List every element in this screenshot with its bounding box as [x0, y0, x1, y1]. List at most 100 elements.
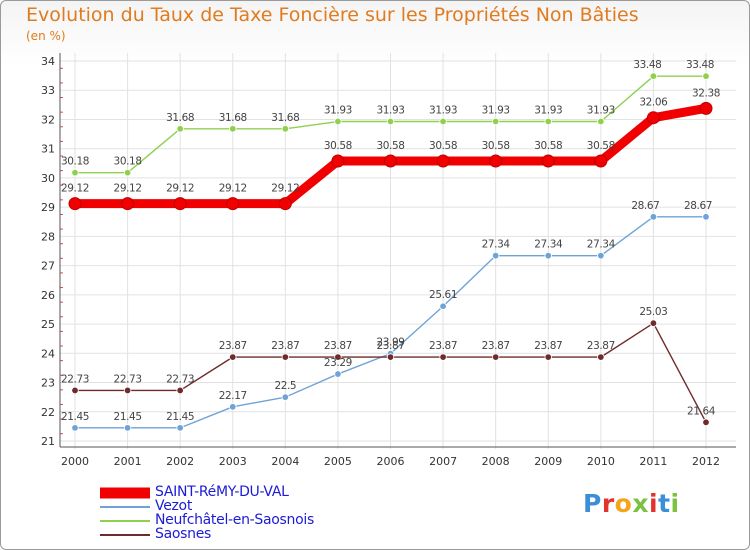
- data-point: [71, 386, 79, 395]
- logo-letter: P: [583, 489, 602, 518]
- data-point: [334, 117, 342, 126]
- data-label: 31.93: [324, 105, 352, 117]
- y-tick-label: 28: [41, 230, 55, 243]
- data-point: [229, 125, 237, 133]
- data-label-layer: 30.18 30.18 31.68 31.68 31.68 31.93 31.93 31.93…: [61, 59, 720, 423]
- data-label: 29.12: [166, 183, 194, 195]
- data-point: [229, 403, 237, 411]
- data-label: 25.61: [429, 289, 457, 301]
- data-point: [544, 353, 552, 361]
- data-point: [646, 111, 660, 125]
- data-label: 21.45: [166, 411, 194, 423]
- data-label: 30.58: [534, 140, 562, 152]
- legend-label: SAINT-RéMY-DU-VAL: [155, 484, 289, 500]
- x-tick-label: 2009: [534, 455, 562, 468]
- data-label: 29.12: [271, 183, 299, 195]
- data-point: [334, 370, 342, 378]
- data-label: 21.45: [61, 411, 89, 423]
- data-point: [439, 353, 447, 361]
- data-label: 22.5: [274, 380, 296, 392]
- data-label: 23.87: [429, 340, 457, 352]
- data-label: 30.18: [61, 156, 89, 168]
- data-point: [594, 154, 608, 168]
- data-point: [384, 154, 397, 168]
- x-tick-label: 2003: [219, 455, 247, 468]
- data-point: [491, 117, 500, 126]
- data-label: 23.87: [376, 340, 404, 352]
- chart-title: Evolution du Taux de Taxe Foncière sur l…: [26, 4, 639, 26]
- data-label: 30.58: [587, 140, 615, 152]
- data-point: [541, 154, 555, 168]
- data-point: [439, 302, 447, 310]
- x-tick-label: 2004: [271, 455, 299, 468]
- logo-letter: r: [601, 489, 615, 518]
- data-label: 23.87: [324, 340, 352, 352]
- data-label: 22.73: [61, 373, 89, 385]
- data-point: [491, 353, 500, 361]
- data-point: [597, 117, 605, 126]
- x-tick-label: 2012: [692, 455, 720, 468]
- data-label: 28.67: [631, 200, 659, 212]
- y-tick-label: 30: [41, 172, 55, 185]
- legend-swatch: [100, 487, 150, 499]
- data-point: [123, 386, 132, 395]
- data-label: 31.93: [482, 105, 510, 117]
- data-point: [123, 424, 132, 432]
- y-tick-label: 23: [41, 377, 55, 390]
- data-label: 33.48: [633, 59, 661, 71]
- data-point: [121, 197, 135, 211]
- data-label: 30.58: [482, 140, 510, 152]
- data-label: 27.34: [587, 239, 616, 251]
- data-point: [173, 197, 187, 211]
- data-point: [278, 197, 292, 211]
- data-label: 25.03: [639, 306, 667, 318]
- data-point: [281, 353, 290, 361]
- series-layer: [68, 72, 713, 432]
- data-point: [176, 386, 184, 395]
- legend-label: Vezot: [155, 498, 193, 514]
- logo-letter: o: [614, 489, 633, 518]
- data-label: 27.34: [482, 239, 511, 251]
- data-label: 27.34: [534, 239, 563, 251]
- y-tick-label: 26: [41, 289, 55, 302]
- logo-letter: t: [658, 489, 671, 518]
- data-label: 30.58: [324, 140, 352, 152]
- y-tick-label: 24: [41, 347, 55, 360]
- data-label: 28.67: [684, 200, 712, 212]
- x-tick-label: 2010: [587, 455, 615, 468]
- data-point: [699, 101, 713, 115]
- data-point: [702, 72, 710, 80]
- data-point: [649, 319, 658, 327]
- y-tick-label: 31: [41, 143, 55, 156]
- data-point: [597, 353, 605, 361]
- data-point: [281, 393, 290, 401]
- data-point: [123, 168, 132, 177]
- data-point: [702, 418, 710, 426]
- data-point: [544, 117, 552, 126]
- logo-letter: i: [649, 489, 659, 518]
- data-label: 30.58: [376, 140, 404, 152]
- data-point: [71, 424, 79, 432]
- data-point: [226, 197, 240, 211]
- x-tick-label: 2000: [61, 455, 89, 468]
- y-tick-label: 33: [41, 84, 55, 97]
- proxiti-logo: Proxiti: [583, 489, 680, 518]
- data-label: 31.68: [219, 112, 247, 124]
- data-point: [702, 213, 710, 221]
- legend-swatch: [100, 520, 150, 522]
- axis-layer: 21 22 23 24 25 26 27 28 29 30 31 32 33 34 2000 2001 2002…: [41, 53, 736, 468]
- legend-label: Saosnes: [155, 526, 212, 542]
- data-label: 23.87: [219, 340, 247, 352]
- data-label: 23.87: [534, 340, 562, 352]
- y-tick-label: 29: [41, 201, 55, 214]
- data-point: [439, 117, 447, 126]
- logo-letter: i: [670, 489, 680, 518]
- data-label: 21.64: [687, 405, 716, 417]
- y-tick-label: 34: [41, 55, 55, 68]
- data-label: 32.38: [692, 87, 720, 99]
- data-label: 23.87: [482, 340, 510, 352]
- data-point: [331, 154, 345, 168]
- x-tick-label: 2011: [639, 455, 667, 468]
